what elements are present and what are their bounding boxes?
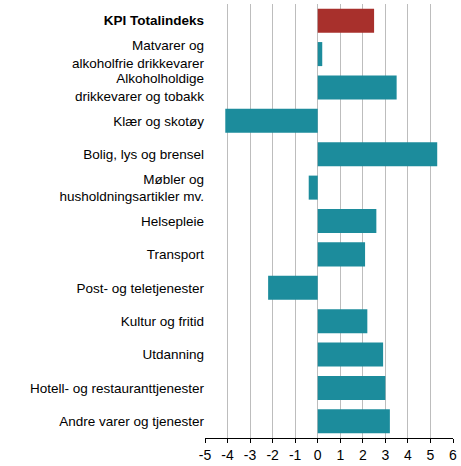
svg-text:5: 5	[427, 447, 435, 463]
svg-text:-1: -1	[289, 447, 302, 463]
svg-text:Post- og teletjenester: Post- og teletjenester	[76, 280, 204, 295]
svg-text:Kultur og fritid: Kultur og fritid	[121, 314, 204, 329]
svg-text:Klær og skotøy: Klær og skotøy	[113, 114, 204, 129]
svg-text:6: 6	[449, 447, 457, 463]
svg-text:-4: -4	[221, 447, 234, 463]
svg-text:-2: -2	[266, 447, 279, 463]
svg-text:Alkoholholdigedrikkevarer og t: Alkoholholdigedrikkevarer og tobakk	[75, 71, 204, 104]
svg-text:Utdanning: Utdanning	[142, 347, 204, 362]
svg-text:Bolig, lys og brensel: Bolig, lys og brensel	[83, 147, 204, 162]
svg-text:-5: -5	[199, 447, 212, 463]
svg-text:Møbler oghusholdningsartikler: Møbler oghusholdningsartikler mv.	[59, 172, 204, 205]
svg-text:-3: -3	[244, 447, 257, 463]
svg-text:1: 1	[336, 447, 344, 463]
svg-text:KPI Totalindeks: KPI Totalindeks	[104, 13, 204, 28]
svg-text:Andre varer og tjenester: Andre varer og tjenester	[59, 414, 204, 429]
svg-text:0: 0	[314, 447, 322, 463]
svg-text:Matvarer ogalkoholfrie drikkev: Matvarer ogalkoholfrie drikkevarer	[72, 38, 205, 71]
svg-text:3: 3	[381, 447, 389, 463]
svg-text:Helsepleie: Helsepleie	[141, 214, 204, 229]
svg-text:2: 2	[359, 447, 367, 463]
svg-text:Hotell- og restauranttjenester: Hotell- og restauranttjenester	[30, 381, 205, 396]
svg-text:4: 4	[404, 447, 412, 463]
svg-text:Transport: Transport	[147, 247, 205, 262]
